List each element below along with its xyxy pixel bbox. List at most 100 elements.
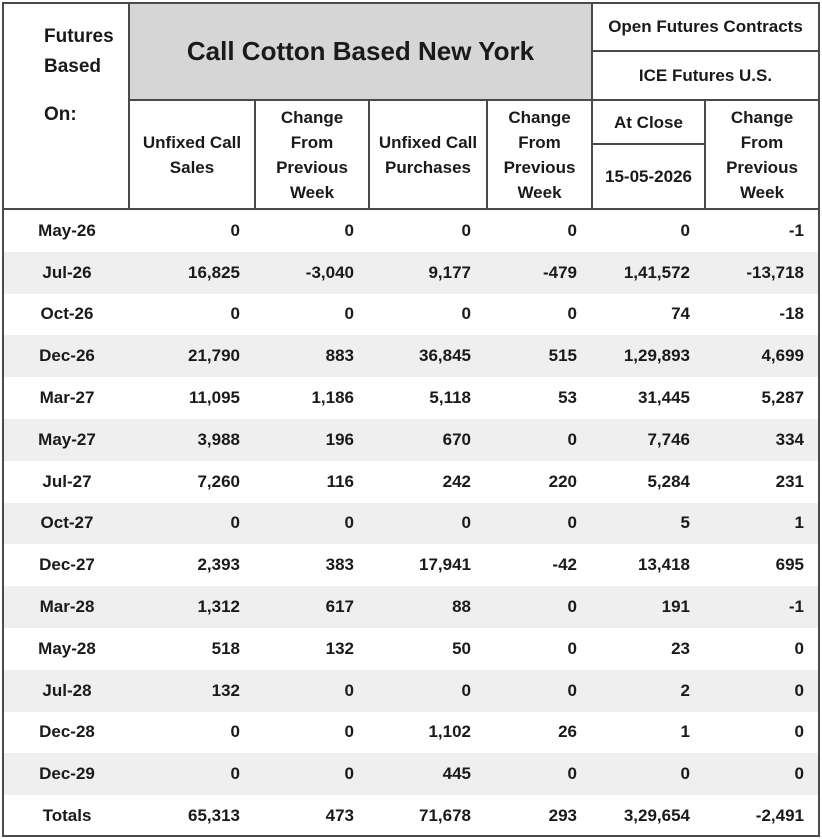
cell-value: 0	[567, 429, 577, 449]
col-header-text: Unfixed Call	[142, 132, 242, 152]
cell-value: 883	[325, 346, 354, 366]
totals-row: Totals 65,313 473 71,678 293 3,29,654 -2,491	[4, 795, 818, 837]
cell-value: 191	[661, 597, 690, 617]
cell-value: 5,118	[429, 388, 471, 408]
row-label: Oct-26	[40, 304, 94, 324]
cell-value: 0	[230, 722, 240, 742]
cell-value: 0	[461, 513, 471, 533]
cell-value: 0	[680, 220, 690, 240]
col-header-unfixed-sales: Unfixed Call Sales	[130, 101, 254, 208]
cell-value: 1,312	[197, 597, 240, 617]
row-label: May-28	[38, 638, 96, 658]
cell-value: 518	[211, 638, 240, 658]
col-header-change-sales: Change From Previous Week	[256, 101, 368, 208]
col-header-date: 15-05-2026	[605, 167, 692, 186]
col-header-text: Week	[517, 182, 562, 202]
cell-value: -479	[542, 262, 577, 282]
row-label: Totals	[42, 806, 92, 826]
cell-value: -42	[552, 555, 577, 575]
cell-value: 1	[794, 513, 804, 533]
col-header-text: Sales	[169, 157, 215, 177]
cell-value: 0	[230, 513, 240, 533]
row-label: May-26	[38, 220, 96, 240]
cell-value: 383	[325, 555, 354, 575]
cell-value: 0	[461, 680, 471, 700]
row-label: Dec-29	[39, 764, 95, 784]
col-header-text: From	[290, 132, 334, 152]
table-row: Mar-27 11,095 1,186 5,118 53 31,445 5,287	[4, 377, 818, 419]
cell-value: 116	[326, 471, 354, 491]
cell-value: 7,746	[647, 429, 690, 449]
col-header-text: Unfixed Call	[378, 132, 478, 152]
grid-line	[368, 99, 370, 208]
cell-value: 231	[775, 471, 804, 491]
table-row: Oct-27 0 0 0 0 5 1	[4, 502, 818, 545]
table-row: May-27 3,988 196 670 0 7,746 334	[4, 418, 818, 461]
cell-value: 5	[680, 513, 690, 533]
table-body: May-26 0 0 0 0 0 -1 Jul-26 16,825 -3,040 9,177 -479…	[4, 210, 818, 837]
grid-line	[4, 208, 818, 210]
cell-value: 16,825	[188, 262, 240, 282]
col-header-text: From	[518, 132, 561, 152]
cell-value: 13,418	[638, 555, 690, 575]
cell-value: 21,790	[188, 346, 240, 366]
cell-value: 334	[775, 429, 804, 449]
cell-value: -2,491	[755, 806, 804, 826]
cell-value: 5,284	[647, 471, 690, 491]
cell-value: 0	[461, 220, 471, 240]
cell-value: 74	[671, 304, 690, 324]
col-header-text: From	[740, 132, 784, 152]
row-label: Mar-27	[39, 388, 95, 408]
cell-value: 0	[344, 680, 354, 700]
cell-value: 670	[442, 429, 471, 449]
row-label: Jul-26	[42, 262, 92, 282]
cell-value: 23	[671, 638, 690, 658]
cell-value: 4,699	[761, 346, 804, 366]
cell-value: 26	[558, 722, 577, 742]
row-label: May-27	[38, 429, 96, 449]
cell-value: 445	[442, 764, 471, 784]
cell-value: 2,393	[197, 555, 240, 575]
table-row: Jul-27 7,260 116 242 220 5,284 231	[4, 461, 818, 503]
cell-value: 0	[794, 638, 804, 658]
corner-line-1: Futures	[44, 26, 114, 47]
col-header-text: Week	[289, 182, 335, 202]
row-label: Jul-27	[42, 471, 92, 491]
cell-value: 0	[794, 680, 804, 700]
grid-line	[704, 99, 706, 208]
row-label: Dec-27	[39, 555, 95, 575]
cell-value: 11,095	[188, 388, 240, 408]
table-row: Jul-26 16,825 -3,040 9,177 -479 1,41,572 -13,7…	[4, 251, 818, 294]
row-label: Oct-27	[40, 513, 94, 533]
cell-value: 17,941	[419, 555, 471, 575]
col-header-text: Previous	[503, 157, 576, 177]
table-row: May-28 518 132 50 0 23 0	[4, 628, 818, 670]
cell-value: 71,678	[419, 806, 471, 826]
cell-value: 7,260	[197, 471, 240, 491]
col-header-unfixed-purchases: Unfixed Call Purchases	[370, 101, 486, 208]
cell-value: 0	[567, 680, 577, 700]
cell-value: 0	[230, 304, 240, 324]
cell-value: 473	[325, 806, 354, 826]
cell-value: 0	[794, 722, 804, 742]
table-row: Mar-28 1,312 617 88 0 191 -1	[4, 586, 818, 628]
col-header-text: Previous	[276, 157, 348, 177]
grid-line	[128, 99, 818, 101]
cell-value: 0	[344, 764, 354, 784]
cell-value: 9,177	[428, 262, 471, 282]
table-title: Call Cotton Based New York	[130, 4, 591, 99]
cell-value: 0	[680, 764, 690, 784]
cell-value: -18	[779, 304, 804, 324]
cell-value: 88	[452, 597, 471, 617]
cell-value: 1,102	[428, 722, 471, 742]
cell-value: 53	[558, 388, 577, 408]
cell-value: 31,445	[638, 388, 690, 408]
col-header-text: Change	[280, 107, 344, 127]
cell-value: -1	[788, 220, 804, 240]
grid-line	[593, 50, 818, 52]
open-futures-header: Open Futures Contracts	[608, 17, 803, 36]
cell-value: 3,988	[197, 429, 240, 449]
col-header-text: Previous	[726, 157, 798, 177]
grid-line	[591, 4, 593, 208]
